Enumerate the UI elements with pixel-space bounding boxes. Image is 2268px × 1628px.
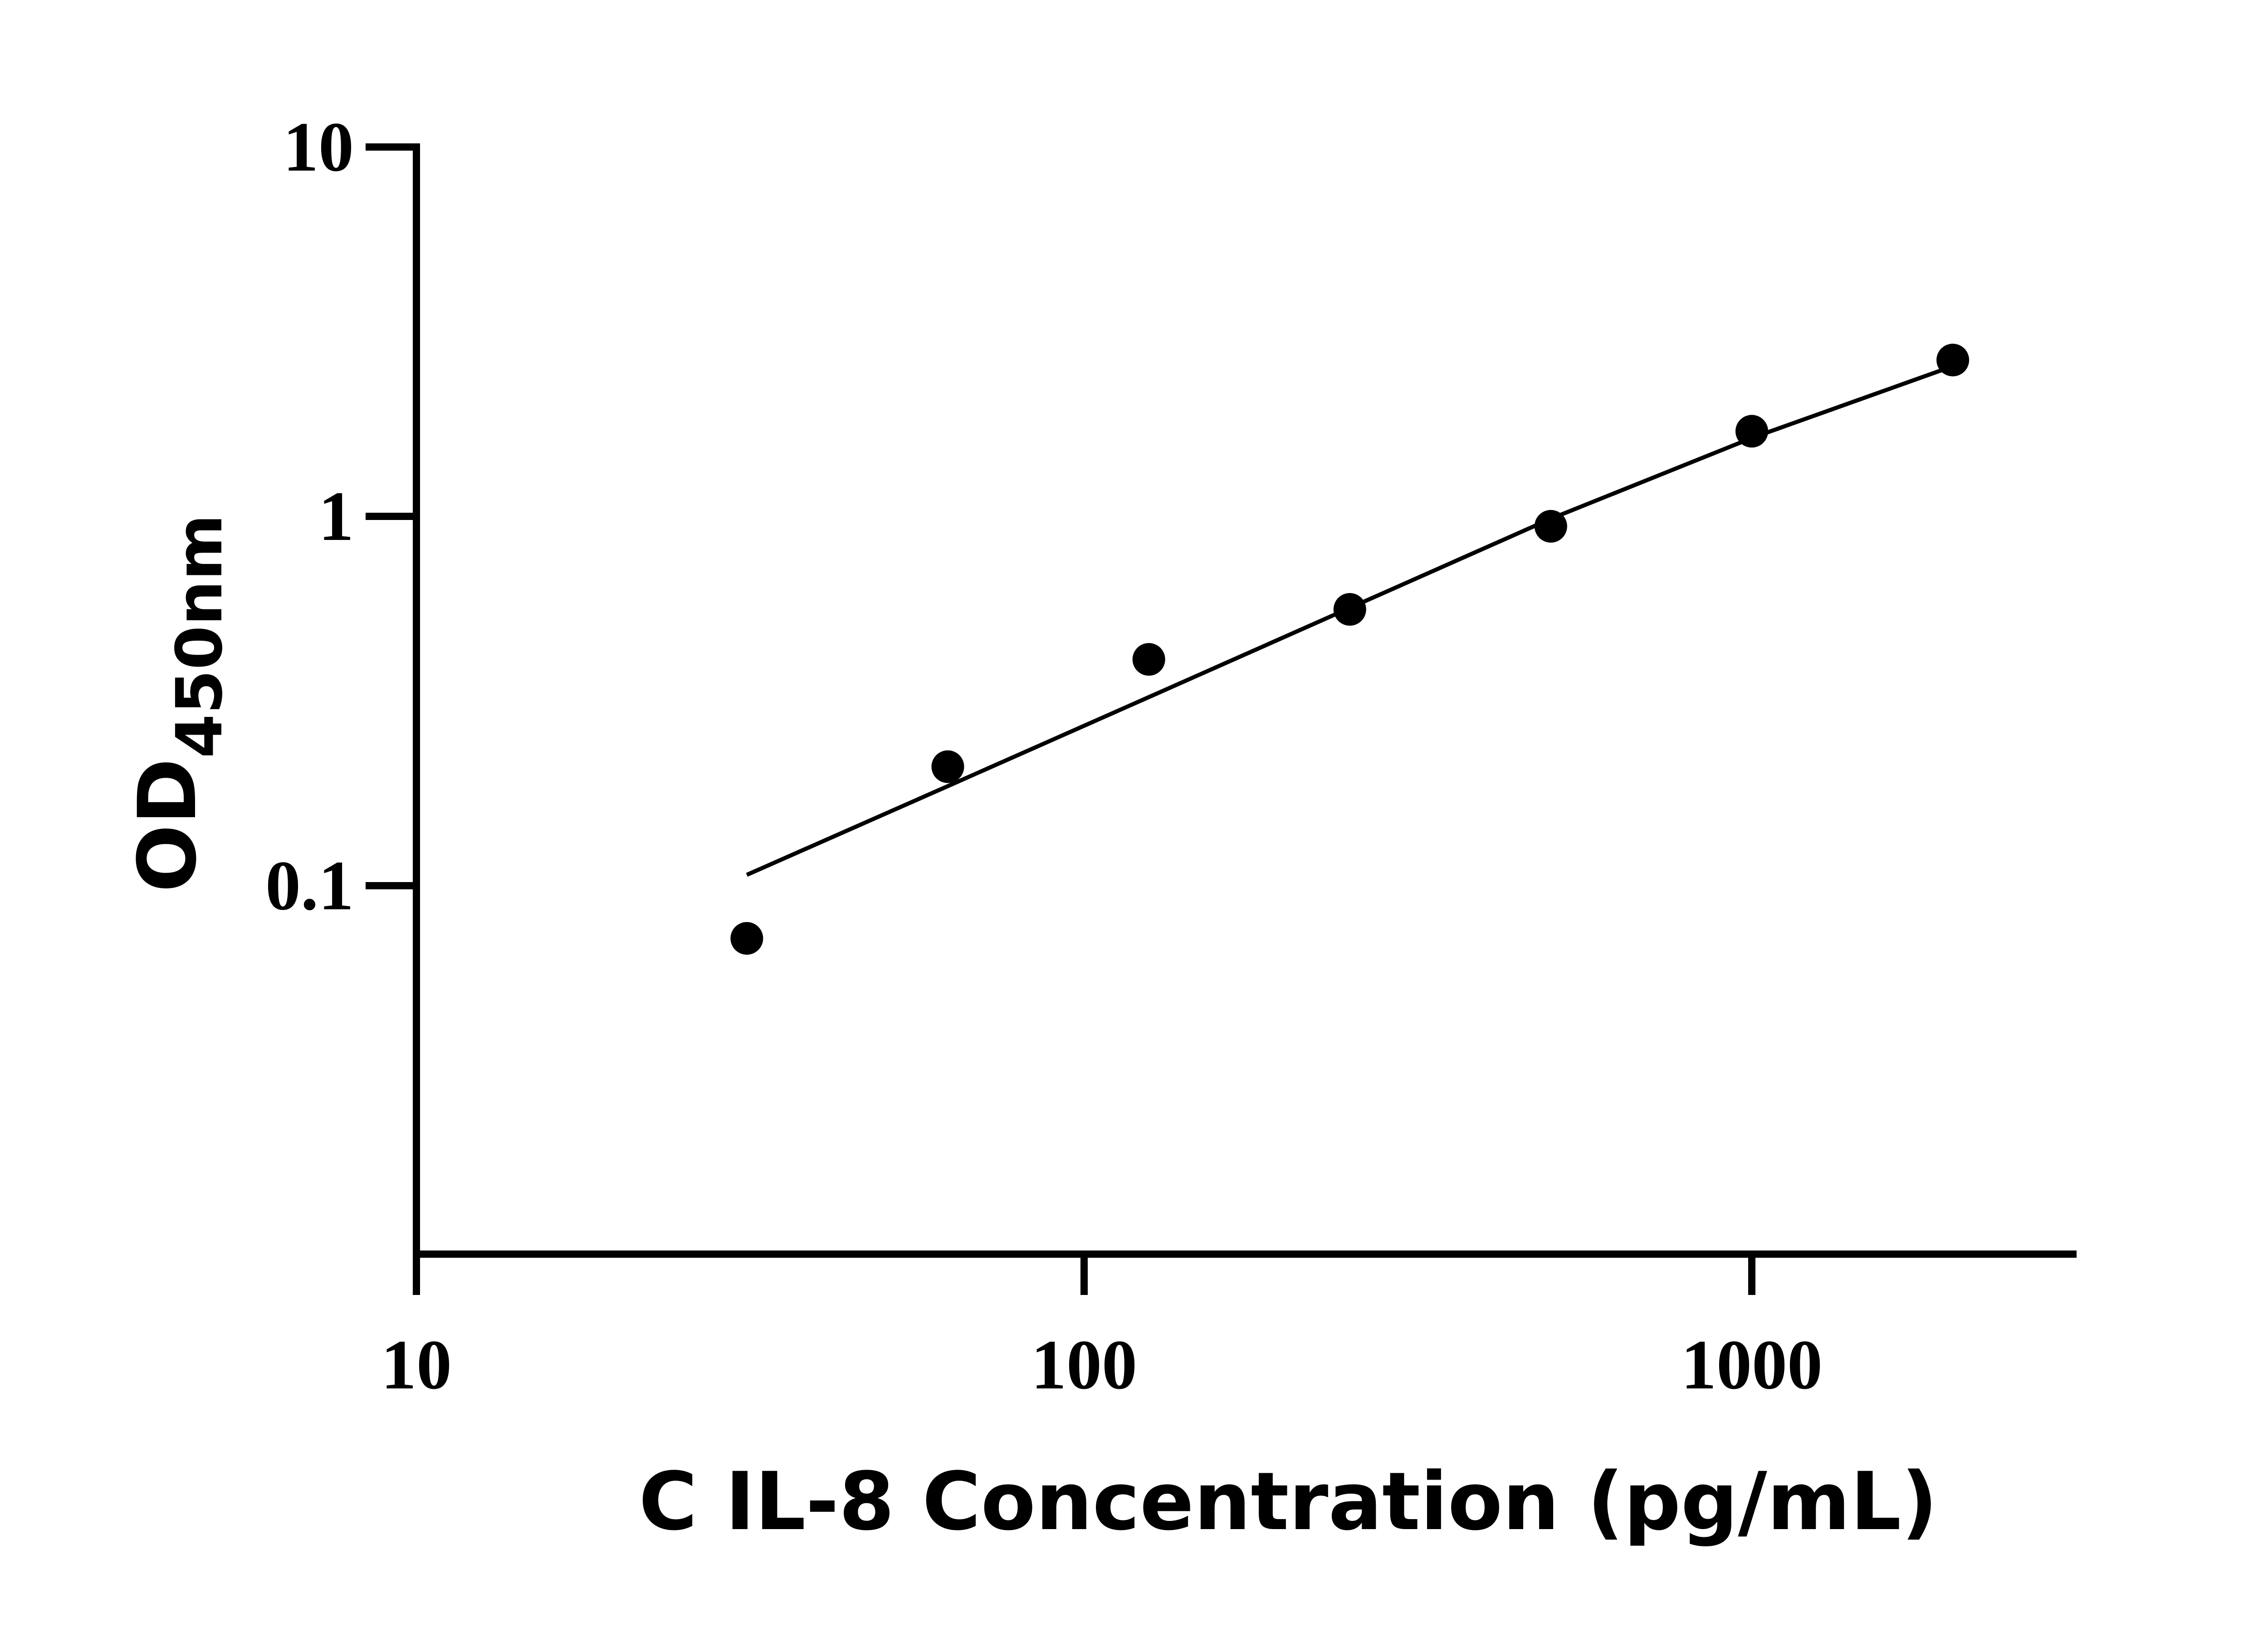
y-axis-title-main: OD (121, 758, 214, 892)
x-tick-label: 100 (1031, 1325, 1137, 1404)
y-axis-title: OD450nm (121, 514, 237, 892)
data-point (730, 922, 763, 955)
axes (366, 143, 2077, 1295)
y-tick-label: 1 (318, 477, 354, 555)
y-tick-label: 0.1 (265, 846, 354, 925)
data-point (1534, 510, 1567, 543)
x-axis-title: C IL-8 Concentration (pg/mL) (639, 1455, 1938, 1548)
y-axis-title-subscript: 450nm (163, 514, 237, 758)
data-point (931, 750, 964, 783)
data-point (1333, 593, 1366, 626)
data-point (1936, 343, 1970, 377)
data-points (730, 343, 1970, 955)
y-tick-label: 10 (283, 108, 354, 186)
data-point (1132, 643, 1165, 676)
x-tick-label: 1000 (1681, 1325, 1823, 1404)
x-tick-label: 10 (381, 1325, 452, 1404)
tick-labels: 0.1 1 10 10 100 1000 (265, 108, 1823, 1404)
data-point (1735, 415, 1768, 448)
